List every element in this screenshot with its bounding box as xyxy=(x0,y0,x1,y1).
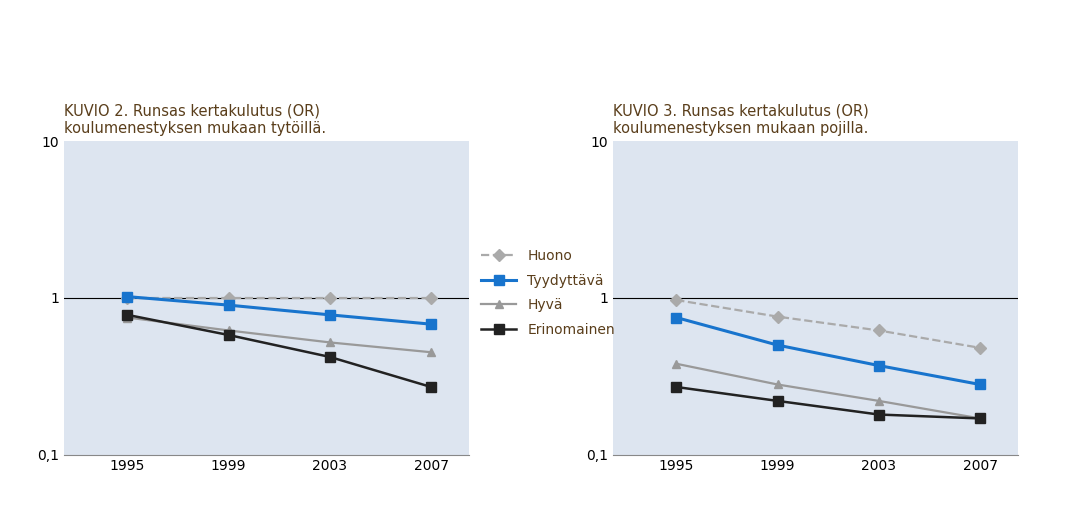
Legend: Huono, Tyydyttävä, Hyvä, Erinomainen: Huono, Tyydyttävä, Hyvä, Erinomainen xyxy=(482,249,615,337)
Text: KUVIO 2. Runsas kertakulutus (OR)
koulumenestyksen mukaan tytöillä.: KUVIO 2. Runsas kertakulutus (OR) koulum… xyxy=(64,104,326,136)
Text: KUVIO 3. Runsas kertakulutus (OR)
koulumenestyksen mukaan pojilla.: KUVIO 3. Runsas kertakulutus (OR) koulum… xyxy=(613,104,869,136)
